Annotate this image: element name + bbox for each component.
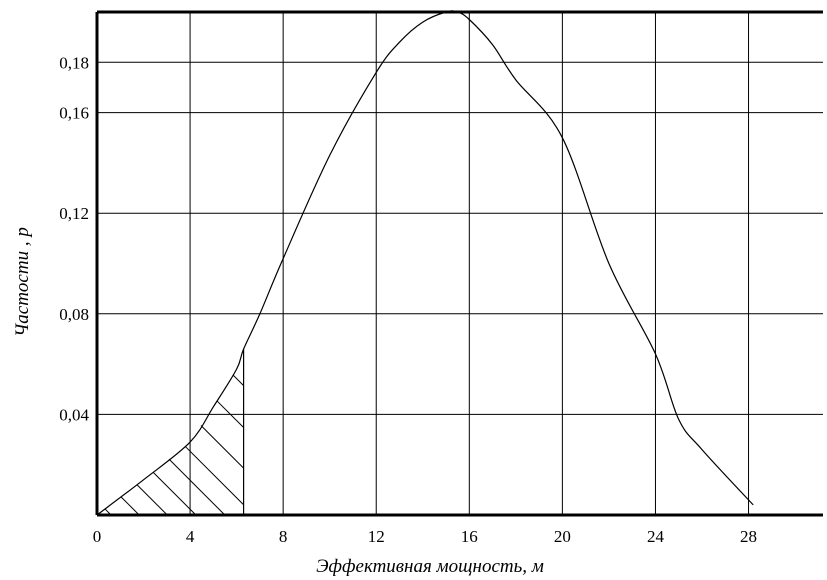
hatch-line — [152, 471, 197, 516]
hatch-line — [200, 425, 244, 469]
hatch-line — [216, 400, 244, 428]
x-tick-label: 24 — [647, 527, 665, 546]
x-tick-label: 20 — [554, 527, 571, 546]
x-tick-label: 4 — [186, 527, 195, 546]
y-axis-title: Частости , p — [12, 227, 33, 337]
y-axis-ticks: 0,04 0,08 0,12 0,16 0,18 — [59, 53, 89, 424]
y-tick-label: 0,12 — [59, 204, 89, 223]
hatch-line — [232, 374, 244, 386]
hatch-line — [168, 458, 226, 516]
y-tick-label: 0,16 — [59, 104, 89, 123]
grid — [97, 12, 823, 515]
y-tick-label: 0,18 — [59, 53, 89, 72]
x-axis-ticks: 0 4 8 12 16 20 24 28 — [93, 527, 757, 546]
plot-frame — [95, 10, 823, 517]
y-tick-label: 0,04 — [59, 405, 89, 424]
x-tick-label: 0 — [93, 527, 102, 546]
hatch-line — [136, 484, 168, 516]
x-tick-label: 16 — [461, 527, 478, 546]
hatch-line — [120, 496, 140, 516]
x-tick-label: 28 — [740, 527, 757, 546]
x-axis-title: Эффективная мощность, м — [316, 556, 544, 577]
x-tick-label: 8 — [279, 527, 288, 546]
y-tick-label: 0,08 — [59, 305, 89, 324]
x-tick-label: 12 — [368, 527, 385, 546]
hatched-area — [104, 349, 245, 516]
series-line — [96, 10, 754, 516]
hatch-line — [184, 445, 244, 506]
